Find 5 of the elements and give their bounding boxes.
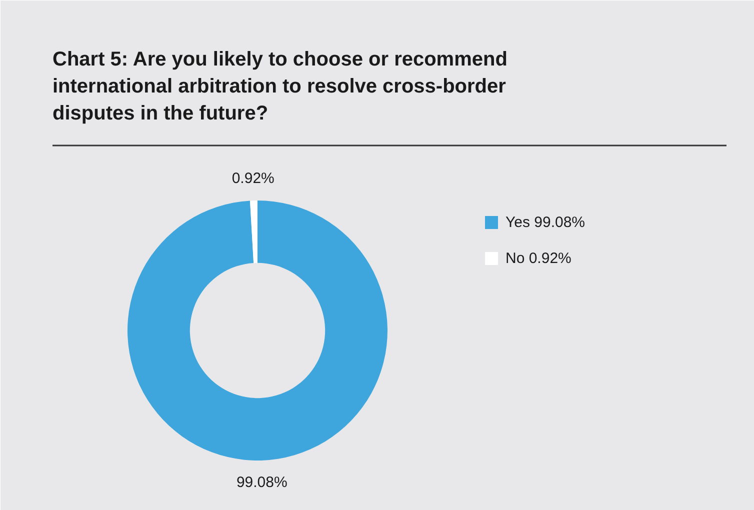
data-label: 0.92%	[232, 170, 274, 188]
chart-title: Chart 5: Are you likely to choose or recommend international arbitration to resolve cross-border disputes in the future?	[52, 48, 508, 124]
legend-label: No 0.92%	[506, 250, 572, 267]
legend-label: Yes 99.08%	[506, 214, 586, 231]
data-label: 99.08%	[236, 474, 288, 491]
